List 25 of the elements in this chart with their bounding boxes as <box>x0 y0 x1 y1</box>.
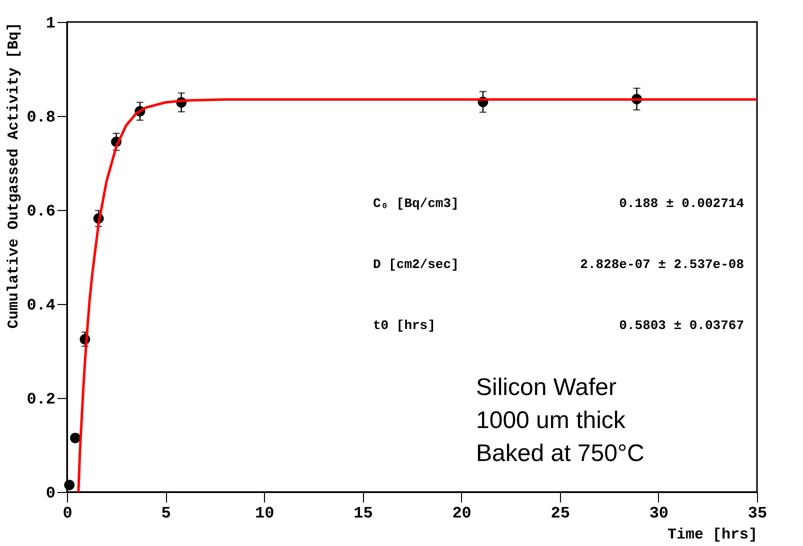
y-tick-label: 1 <box>46 14 56 32</box>
x-tick-label: 5 <box>161 504 171 522</box>
x-tick-label: 25 <box>550 504 570 522</box>
annotation: C₀ [Bq/cm3] <box>373 196 459 211</box>
x-tick-label: 30 <box>649 504 669 522</box>
annotation: t0 [hrs] <box>373 318 436 333</box>
y-tick-label: 0.6 <box>26 202 56 220</box>
x-axis-title: Time [hrs] <box>667 526 758 544</box>
x-tick-label: 15 <box>354 504 373 522</box>
annotation: D [cm2/sec] <box>373 257 459 272</box>
annotation: 0.5803 ± 0.03767 <box>619 318 744 333</box>
x-tick-label: 20 <box>452 504 472 522</box>
x-tick-label: 0 <box>62 504 72 522</box>
y-tick-label: 0.8 <box>26 108 56 126</box>
y-tick-label: 0.4 <box>26 296 56 314</box>
y-tick-label: 0.2 <box>26 390 56 408</box>
annotation: 0.188 ± 0.002714 <box>619 196 744 211</box>
annotation: Baked at 750°C <box>476 440 644 467</box>
x-tick-label: 10 <box>255 504 274 522</box>
y-tick-label: 0 <box>46 484 56 502</box>
annotation: 1000 um thick <box>476 407 626 434</box>
annotation: Silicon Wafer <box>476 374 616 401</box>
y-axis-title: Cumulative Outgassed Activity [Bq] <box>6 22 23 329</box>
annotation: 2.828e-07 ± 2.537e-08 <box>580 257 744 272</box>
x-tick-label: 35 <box>748 504 768 522</box>
